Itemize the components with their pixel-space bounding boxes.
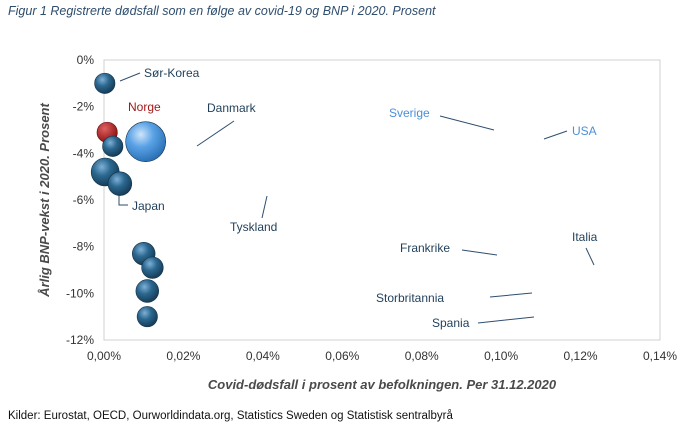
x-tick-label: 0,12% bbox=[564, 349, 598, 363]
x-axis-title: Covid-dødsfall i prosent av befolkningen… bbox=[208, 377, 557, 392]
x-tick-label: 0,04% bbox=[246, 349, 280, 363]
label-japan: Japan bbox=[132, 199, 165, 213]
leader-storbritannia bbox=[489, 292, 533, 298]
x-tick-label: 0,08% bbox=[405, 349, 439, 363]
x-tick-label: 0,02% bbox=[166, 349, 200, 363]
label-sverige: Sverige bbox=[389, 106, 430, 120]
bubble-usa bbox=[125, 121, 166, 162]
bubble-tyskland bbox=[107, 171, 133, 196]
label-norge: Norge bbox=[128, 100, 161, 114]
leader-italia bbox=[585, 247, 595, 266]
leader-sor-korea bbox=[119, 72, 141, 82]
leader-sverige bbox=[439, 115, 495, 131]
leader-danmark bbox=[196, 120, 235, 147]
y-tick-label: -4% bbox=[73, 146, 95, 160]
label-storbritannia: Storbritannia bbox=[376, 291, 444, 305]
leader-usa bbox=[543, 130, 568, 140]
leader-frankrike bbox=[461, 249, 498, 256]
y-tick-label: 0% bbox=[77, 53, 95, 67]
y-tick-label: -6% bbox=[73, 193, 95, 207]
label-spania: Spania bbox=[432, 316, 470, 330]
y-tick-label: -10% bbox=[66, 286, 94, 300]
leader-lines bbox=[118, 72, 595, 324]
x-tick-label: 0,06% bbox=[325, 349, 359, 363]
bubble-sor-korea bbox=[94, 72, 116, 94]
figure-title: Figur 1 Registrerte dødsfall som en følg… bbox=[8, 4, 436, 18]
label-italia: Italia bbox=[572, 230, 598, 244]
label-tyskland: Tyskland bbox=[230, 220, 277, 234]
point-labels: Sør-Korea Norge Danmark Japan Tyskland Sverig… bbox=[128, 66, 598, 330]
x-tick-label: 0,10% bbox=[484, 349, 518, 363]
leader-tyskland bbox=[261, 195, 268, 219]
bubble-danmark bbox=[102, 135, 124, 157]
bubble-storbritannia bbox=[135, 279, 159, 303]
y-tick-label: -2% bbox=[73, 100, 95, 114]
leader-spania bbox=[477, 316, 535, 324]
source-note: Kilder: Eurostat, OECD, Ourworldindata.o… bbox=[8, 410, 453, 422]
bubble-italia bbox=[141, 256, 164, 279]
bubbles bbox=[90, 72, 166, 328]
y-tick-label: -12% bbox=[66, 333, 94, 347]
y-tick-label: -8% bbox=[73, 240, 95, 254]
label-frankrike: Frankrike bbox=[400, 241, 450, 255]
label-danmark: Danmark bbox=[207, 101, 257, 115]
label-usa: USA bbox=[572, 124, 597, 138]
y-axis-title: Årlig BNP-vekst i 2020. Prosent bbox=[37, 103, 52, 298]
x-tick-label: 0,00% bbox=[87, 349, 121, 363]
plot-area bbox=[103, 59, 661, 341]
axes: 0% -2% -4% -6% -8% -10% -12% 0,00% 0,02% 0,04% 0,0… bbox=[66, 53, 677, 363]
x-tick-label: 0,14% bbox=[643, 349, 677, 363]
bubble-spania bbox=[136, 306, 158, 328]
label-sor-korea: Sør-Korea bbox=[144, 66, 200, 80]
